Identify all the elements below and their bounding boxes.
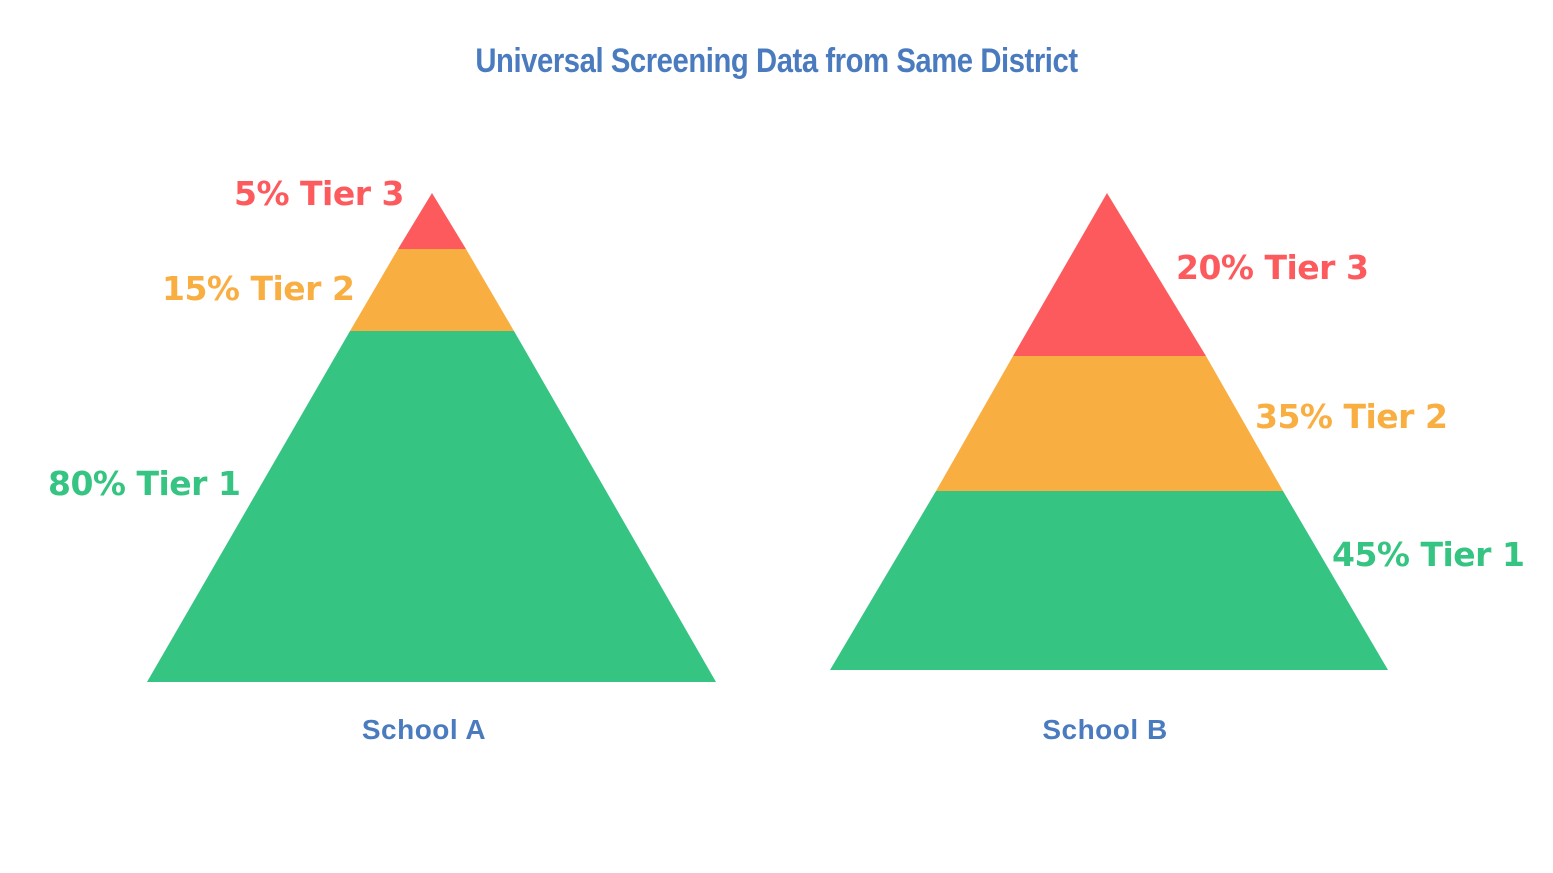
chart-title: Universal Screening Data from Same Distr… — [475, 42, 1078, 80]
school-b-tier3-label: 20% Tier 3 — [1176, 248, 1369, 287]
pyramid-school-b — [830, 193, 1388, 670]
school-b-label: School B — [1042, 714, 1168, 745]
school-b-tier1-label: 45% Tier 1 — [1332, 535, 1525, 574]
school-b-tier2-segment — [936, 356, 1283, 491]
school-a-tier2-segment — [350, 249, 514, 331]
school-a-label: School A — [361, 714, 487, 745]
school-a-tier1-segment — [147, 331, 716, 682]
school-a-tier3-label: 5% Tier 3 — [234, 174, 404, 213]
school-a-tier1-label: 80% Tier 1 — [48, 464, 241, 503]
school-a-tier2-label: 15% Tier 2 — [162, 269, 355, 308]
school-b-tier3-segment — [1013, 193, 1206, 356]
pyramid-school-a — [147, 193, 716, 682]
school-a-tier3-segment — [398, 193, 466, 249]
school-b-tier2-label: 35% Tier 2 — [1255, 397, 1448, 436]
school-b-tier1-segment — [830, 491, 1388, 670]
